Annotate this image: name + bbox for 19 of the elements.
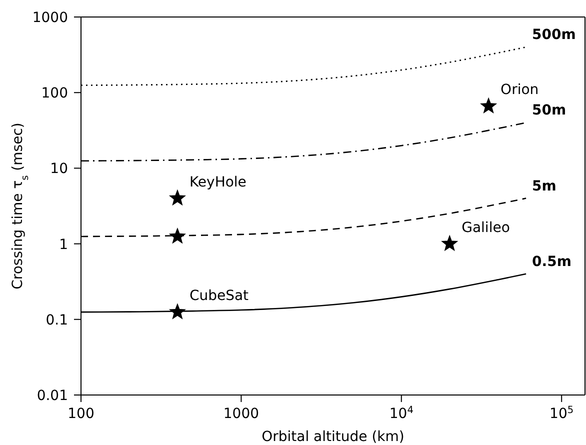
annotation: CubeSat bbox=[189, 288, 250, 304]
y-tick-label: 0.01 bbox=[36, 388, 68, 404]
annotation: Galileo bbox=[462, 220, 510, 236]
series-label: 500m bbox=[532, 27, 576, 44]
annotation: Orion bbox=[500, 82, 539, 98]
x-tick-label: 10$^{5}$ bbox=[550, 404, 574, 422]
x-tick-label: 10$^{4}$ bbox=[389, 404, 414, 422]
annotation: KeyHole bbox=[189, 174, 246, 190]
x-axis-title: Orbital altitude (km) bbox=[262, 429, 404, 445]
series-label: 0.5m bbox=[532, 254, 572, 270]
y-tick-label: 1000 bbox=[32, 10, 68, 26]
series-label: 50m bbox=[532, 102, 566, 119]
y-tick-label: 0.1 bbox=[46, 312, 68, 328]
y-tick-label: 100 bbox=[41, 86, 68, 102]
x-tick-label: 1000 bbox=[223, 406, 260, 422]
series-label: 5m bbox=[532, 178, 556, 194]
y-tick-label: 10 bbox=[50, 161, 68, 178]
x-tick-label: 100 bbox=[68, 406, 94, 422]
y-tick-label: 1 bbox=[59, 236, 68, 253]
